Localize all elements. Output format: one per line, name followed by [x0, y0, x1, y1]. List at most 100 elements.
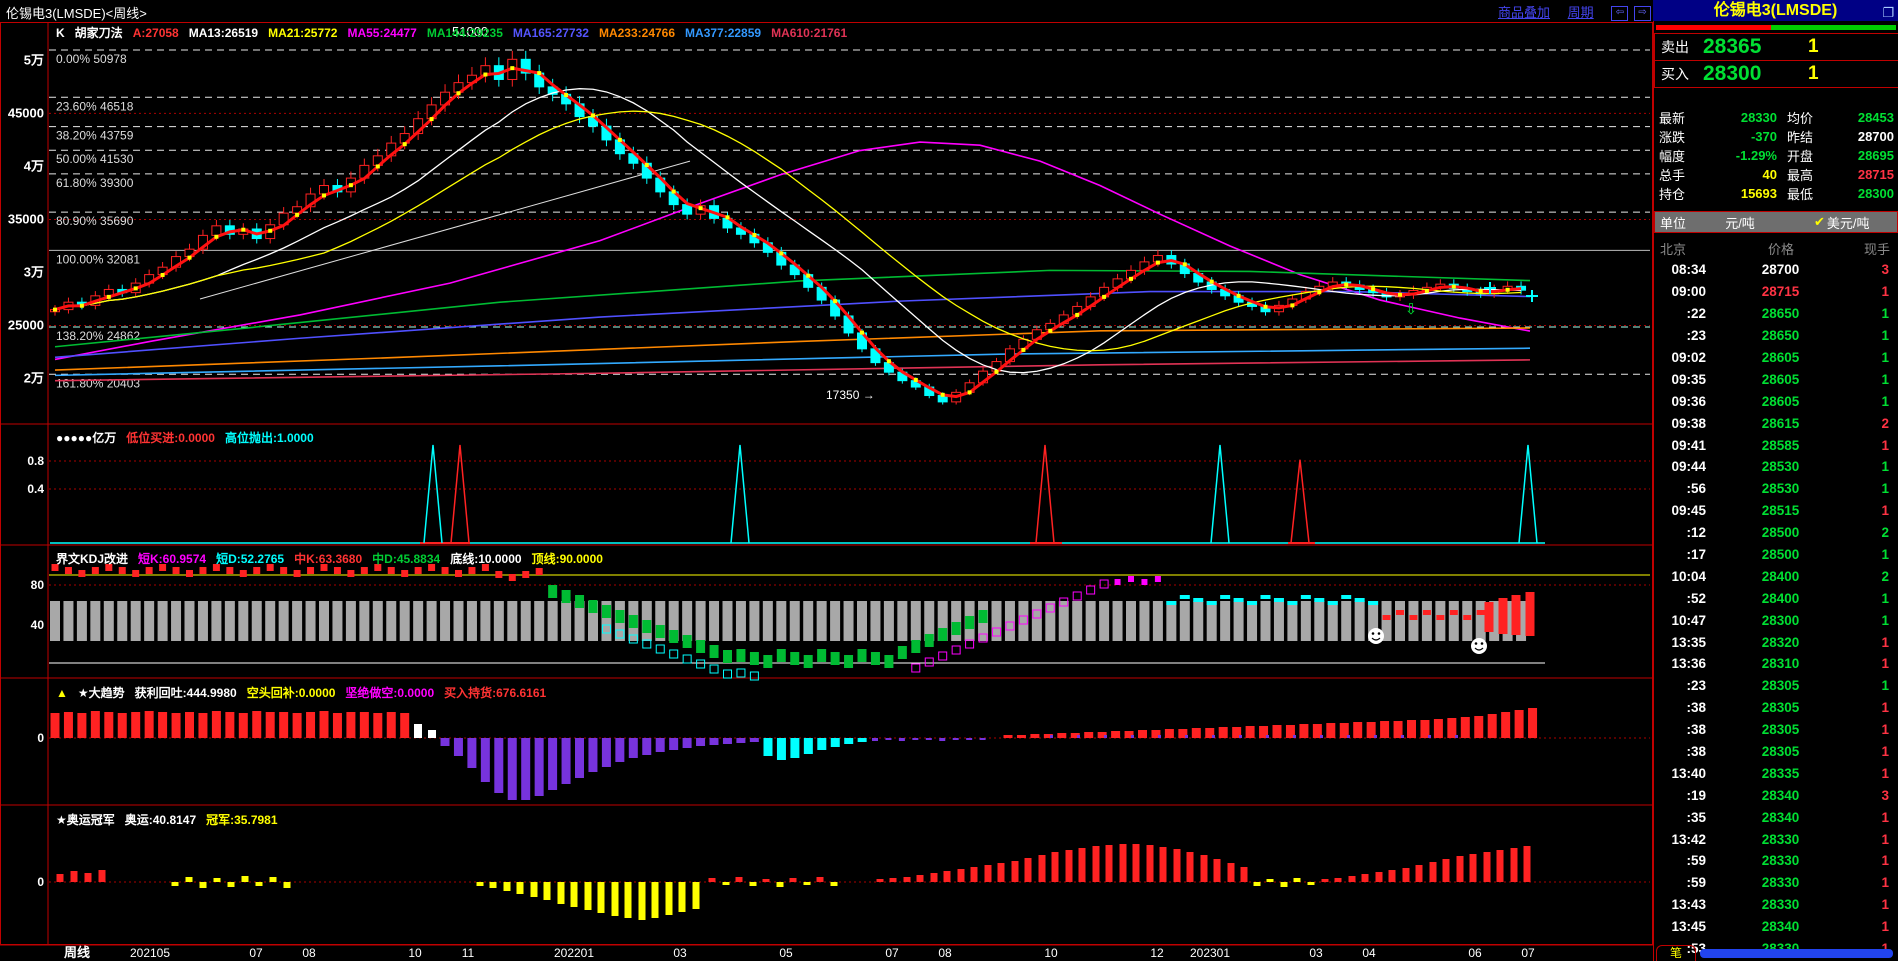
svg-text:25000: 25000 — [8, 318, 44, 333]
trade-row[interactable]: :23 28650 1 — [1686, 328, 1889, 344]
quote-info-grid: 最新 28330 均价 28453 涨跌 -370 昨结 28700 幅度 -1.29% 开盘 286… — [1654, 108, 1898, 203]
svg-text:04: 04 — [1362, 946, 1376, 960]
svg-text:50.00% 41530: 50.00% 41530 — [56, 152, 134, 166]
unit-selector-row[interactable]: 单位 元/吨 ✔ 美元/吨 — [1654, 211, 1898, 233]
bid-row[interactable]: 买入 28300 1 — [1654, 60, 1898, 88]
indicator-value: A:27058 — [132, 26, 179, 40]
indicator-value: 中D:45.8834 — [372, 552, 441, 566]
trade-row[interactable]: :23 28305 1 — [1686, 678, 1889, 694]
indicator-value: 空头回补:0.0000 — [246, 686, 336, 700]
svg-text:0.4: 0.4 — [27, 482, 44, 496]
indicator-value: 买入持货:676.6161 — [444, 686, 547, 700]
window-title: 伦锡电3(LMSDE)<周线> — [6, 6, 147, 21]
svg-text:100.00% 32081: 100.00% 32081 — [56, 252, 140, 266]
indicator-value: ●●●●●亿万 — [56, 431, 117, 445]
indicator-value: 中K:63.3680 — [294, 552, 363, 566]
quote-panel-title: 伦锡电3(LMSDE) ❐ — [1653, 0, 1898, 21]
trade-row[interactable]: :38 28305 1 — [1686, 722, 1889, 738]
trade-row[interactable]: :52 28400 1 — [1686, 590, 1889, 606]
trade-row[interactable]: :22 28650 1 — [1686, 306, 1889, 322]
smiley-marker-icon — [1471, 638, 1487, 654]
indicator-value: MA233:24766 — [598, 26, 676, 40]
svg-text:80: 80 — [31, 578, 45, 592]
quote-info-row: 最新 28330 均价 28453 — [1659, 110, 1894, 126]
trade-row[interactable]: 13:43 28330 1 — [1671, 897, 1889, 913]
trade-row[interactable]: 10:47 28300 1 — [1671, 612, 1889, 628]
sales-list-header: 北京 价格 现手 — [1660, 242, 1890, 257]
unit-option-cny[interactable]: 元/吨 — [1725, 215, 1755, 231]
bid-qty: 1 — [1808, 63, 1819, 84]
svg-text:03: 03 — [673, 946, 687, 960]
trade-row[interactable]: 09:36 28605 1 — [1671, 393, 1889, 409]
trade-row[interactable]: :19 28340 3 — [1686, 787, 1889, 803]
panel2-header: ●●●●●亿万 低位买进:0.0000 高位抛出:1.0000 — [56, 429, 324, 447]
main-ma-header: K 胡家刀法 A:27058 MA13:26519 MA21:25772 MA55:244… — [56, 24, 857, 42]
bid-ask-ratio-bar — [1656, 25, 1896, 30]
trade-row[interactable]: 13:42 28330 1 — [1671, 831, 1889, 847]
trade-row[interactable]: 09:00 28715 1 — [1671, 284, 1889, 300]
chart-canvas[interactable]: 5万 45000 4万 35000 3万 25000 2万 0.00% 50978 23.60%… — [0, 0, 1654, 961]
indicator-value: MA21:25772 — [268, 26, 338, 40]
trade-row[interactable]: 09:45 28515 1 — [1671, 503, 1889, 519]
svg-text:08: 08 — [302, 946, 316, 960]
ask-row[interactable]: 卖出 28365 1 — [1654, 33, 1898, 61]
quote-info-row: 涨跌 -370 昨结 28700 — [1659, 129, 1894, 145]
svg-text:2万: 2万 — [24, 371, 44, 386]
trade-row[interactable]: :17 28500 1 — [1686, 547, 1889, 563]
trade-row[interactable]: 09:35 28605 1 — [1671, 371, 1889, 387]
next-arrow-icon[interactable]: ⇨ — [1633, 6, 1651, 22]
svg-text:51000: 51000 — [452, 24, 488, 39]
tab-tick[interactable]: 笔 — [1656, 945, 1696, 961]
trade-row[interactable]: 09:44 28530 1 — [1671, 459, 1889, 475]
horizontal-scrollbar[interactable] — [1700, 949, 1893, 958]
svg-text:07: 07 — [885, 946, 899, 960]
svg-text:10: 10 — [408, 946, 422, 960]
indicator-value: 顶线:90.0000 — [531, 552, 603, 566]
indicator-value: 奥运:40.8147 — [124, 813, 197, 827]
trade-row[interactable]: 13:36 28310 1 — [1671, 656, 1889, 672]
trade-row[interactable]: :35 28340 1 — [1686, 809, 1889, 825]
trade-row[interactable]: :38 28305 1 — [1686, 744, 1889, 760]
overlay-commodity-link[interactable]: 商品叠加 — [1498, 5, 1551, 20]
svg-text:0: 0 — [37, 731, 44, 745]
quote-info-row: 持仓 15693 最低 28300 — [1659, 186, 1894, 202]
trade-row[interactable]: :59 28330 1 — [1686, 853, 1889, 869]
svg-text:10: 10 — [1044, 946, 1058, 960]
svg-text:11: 11 — [462, 946, 475, 960]
trade-row[interactable]: 08:34 28700 3 — [1671, 262, 1889, 278]
quote-info-row: 总手 40 最高 28715 — [1659, 167, 1894, 183]
time-and-sales-list[interactable]: 08:34 28700 3 09:00 28715 1 :22 28650 1 :23 28650 1… — [1654, 259, 1894, 960]
svg-text:周线: 周线 — [64, 945, 90, 960]
trade-row[interactable]: :38 28305 1 — [1686, 700, 1889, 716]
indicator-value: 冠军:35.7981 — [206, 813, 278, 827]
trade-row[interactable]: 10:04 28400 2 — [1671, 568, 1889, 584]
unit-option-usd[interactable]: 美元/吨 — [1826, 215, 1870, 231]
indicator-value: 胡家刀法 — [74, 26, 123, 40]
trade-row[interactable]: 13:35 28320 1 — [1671, 634, 1889, 650]
restore-window-icon[interactable]: ❐ — [1882, 5, 1894, 20]
trade-row[interactable]: 13:45 28340 1 — [1671, 919, 1889, 935]
smiley-marker-icon — [1368, 628, 1384, 644]
quote-sidebar: 卖出 28365 1 买入 28300 1 最新 28330 均价 28453 涨跌 -3… — [1653, 21, 1898, 961]
svg-text:0: 0 — [37, 875, 44, 889]
svg-text:202301: 202301 — [1190, 946, 1230, 960]
svg-text:07: 07 — [1521, 946, 1535, 960]
svg-text:35000: 35000 — [8, 211, 44, 226]
trade-row[interactable]: :59 28330 1 — [1686, 875, 1889, 891]
svg-text:05: 05 — [779, 946, 793, 960]
prev-arrow-icon[interactable]: ⇦ — [1611, 6, 1629, 22]
period-link[interactable]: 周期 — [1567, 5, 1594, 20]
trade-row[interactable]: 09:38 28615 2 — [1671, 415, 1889, 431]
indicator-value: MA377:22859 — [685, 26, 762, 40]
indicator-value: MA165:27732 — [512, 26, 589, 40]
svg-text:161.80% 20403: 161.80% 20403 — [56, 376, 140, 390]
svg-text:0.00% 50978: 0.00% 50978 — [56, 52, 127, 66]
trade-row[interactable]: :56 28530 1 — [1686, 481, 1889, 497]
indicator-value: 底线:10.0000 — [450, 552, 522, 566]
trade-row[interactable]: 09:02 28605 1 — [1671, 350, 1889, 365]
svg-text:12: 12 — [1150, 946, 1164, 960]
trade-row[interactable]: 13:40 28335 1 — [1671, 765, 1889, 781]
trade-row[interactable]: :12 28500 2 — [1686, 525, 1889, 541]
trade-row[interactable]: 09:41 28585 1 — [1671, 437, 1889, 453]
